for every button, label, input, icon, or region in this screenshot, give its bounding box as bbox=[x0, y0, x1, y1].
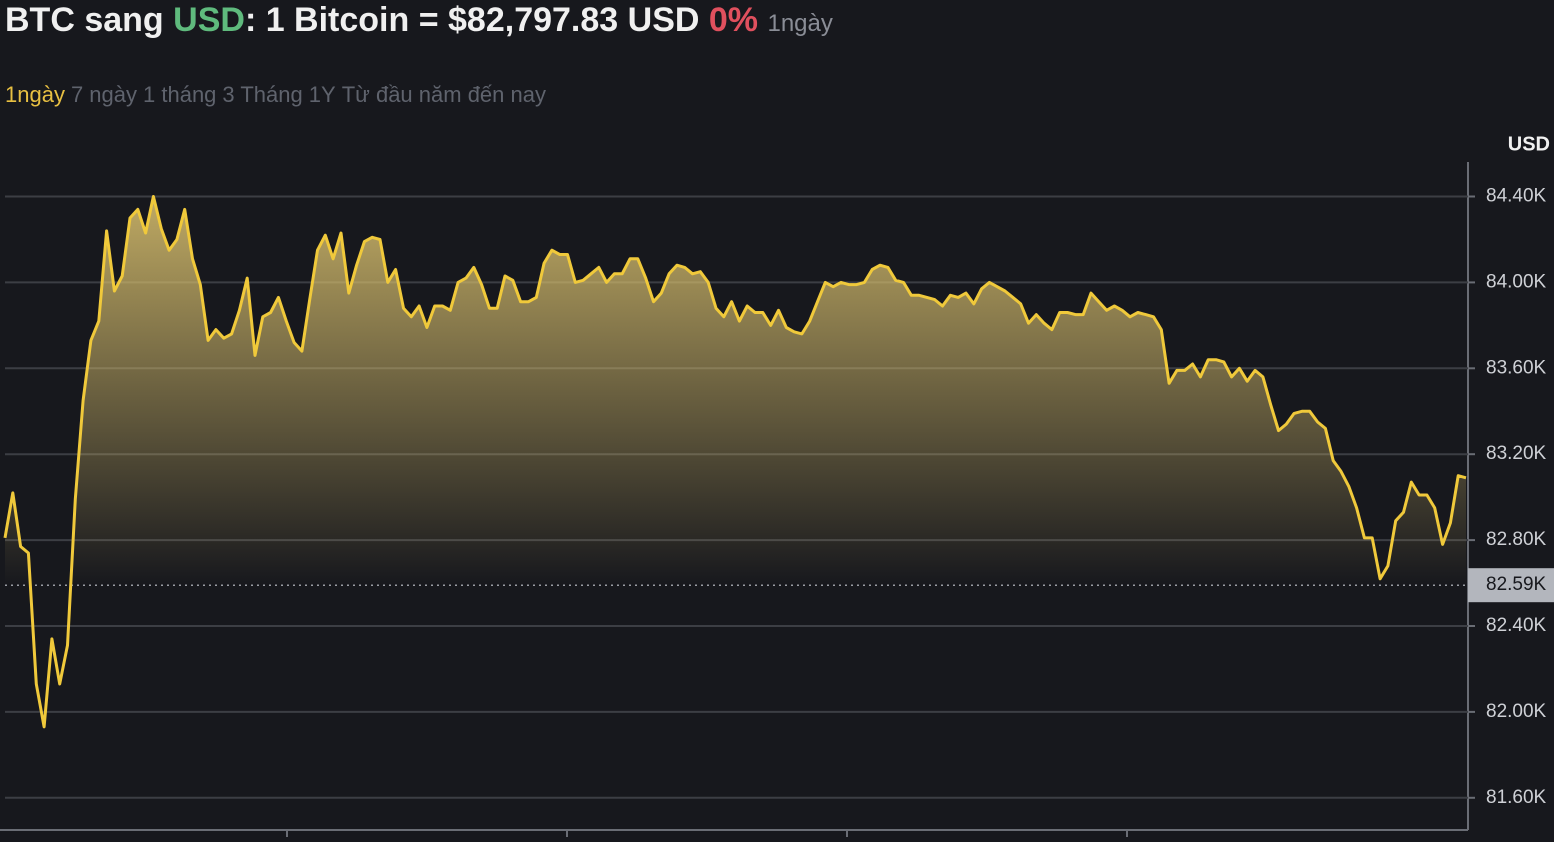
y-tick-label: 83.20K bbox=[1486, 443, 1547, 464]
tabs: 1ngày 7 ngày 1 tháng 3 Tháng 1Y Từ đầu năm đế… bbox=[5, 82, 552, 108]
range-tab[interactable]: 1 tháng bbox=[143, 82, 217, 107]
area-fill bbox=[5, 196, 1466, 830]
range-tab[interactable]: 1Y bbox=[308, 82, 336, 107]
range-tab[interactable]: 7 ngày bbox=[70, 82, 138, 107]
y-tick-label: 84.40K bbox=[1486, 186, 1547, 207]
range-tab[interactable]: Từ đầu năm đến nay bbox=[341, 82, 546, 107]
change: 0% bbox=[708, 1, 759, 39]
quote-currency: USD bbox=[173, 1, 245, 39]
period: 1ngày bbox=[767, 10, 833, 37]
y-tick-label: 82.00K bbox=[1486, 701, 1547, 722]
range-tab[interactable]: 1ngày bbox=[5, 82, 65, 107]
y-tick-label: 83.60K bbox=[1486, 357, 1547, 378]
price-tag-label: 82.59K bbox=[1486, 574, 1547, 595]
y-unit: USD bbox=[1508, 133, 1550, 155]
rate: : 1 Bitcoin = $82,797.83 USD bbox=[244, 1, 700, 39]
price-line-graph bbox=[3, 195, 1467, 729]
y-tick-label: 82.80K bbox=[1486, 529, 1547, 550]
y-tick-label: 84.00K bbox=[1486, 271, 1547, 292]
y-tick-label: 82.40K bbox=[1486, 615, 1547, 636]
y-tick-label: 81.60K bbox=[1486, 787, 1547, 808]
price-tag bbox=[1468, 568, 1554, 603]
base-currency: BTC sang bbox=[5, 1, 164, 39]
range-tab[interactable]: 3 Tháng bbox=[222, 82, 303, 107]
header: BTC sang USD: 1 Bitcoin = $82,797.83 USD… bbox=[5, 0, 833, 40]
